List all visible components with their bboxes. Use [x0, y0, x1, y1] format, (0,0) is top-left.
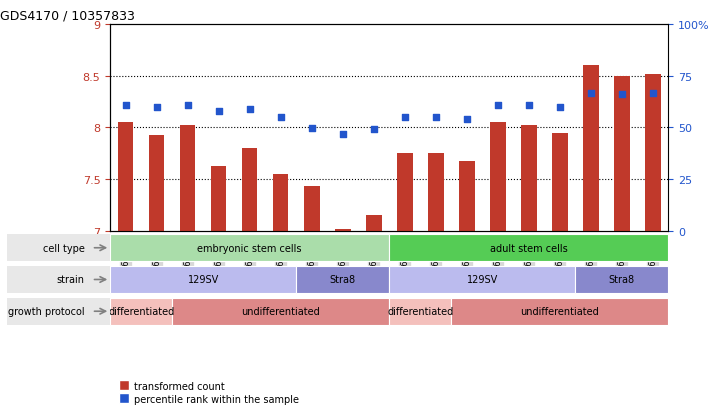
Point — [430, 114, 442, 121]
Bar — [490, 123, 506, 231]
Bar — [397, 154, 412, 231]
Bar — [110, 266, 296, 293]
Bar — [110, 235, 389, 261]
Bar — [428, 154, 444, 231]
Text: undifferentiated: undifferentiated — [241, 306, 320, 316]
Bar — [366, 216, 382, 231]
Bar — [389, 266, 575, 293]
Bar — [521, 126, 537, 231]
Point — [461, 116, 473, 123]
Text: 129SV: 129SV — [188, 275, 219, 285]
Point — [306, 126, 317, 132]
Bar — [389, 235, 668, 261]
Bar — [575, 266, 668, 293]
Bar — [149, 135, 164, 231]
Legend: transformed count, percentile rank within the sample: transformed count, percentile rank withi… — [115, 377, 302, 408]
Point — [368, 127, 380, 133]
Point — [616, 92, 628, 98]
Bar — [645, 74, 661, 231]
Point — [523, 102, 535, 109]
Bar — [118, 123, 134, 231]
Point — [337, 131, 348, 138]
Bar — [296, 266, 389, 293]
Bar — [459, 162, 474, 231]
Bar — [273, 175, 289, 231]
Bar — [335, 229, 351, 231]
Text: GDS4170 / 10357833: GDS4170 / 10357833 — [0, 9, 135, 22]
Bar — [614, 76, 629, 231]
Bar — [552, 133, 567, 231]
Point — [275, 114, 287, 121]
Text: differentiated: differentiated — [387, 306, 454, 316]
Text: embryonic stem cells: embryonic stem cells — [198, 243, 302, 253]
Bar — [211, 166, 227, 231]
Text: growth protocol: growth protocol — [8, 306, 85, 316]
Bar — [110, 298, 172, 325]
Text: strain: strain — [56, 275, 85, 285]
Point — [399, 114, 410, 121]
Text: undifferentiated: undifferentiated — [520, 306, 599, 316]
Text: adult stem cells: adult stem cells — [490, 243, 567, 253]
Text: 129SV: 129SV — [466, 275, 498, 285]
Bar — [242, 149, 257, 231]
Text: Stra8: Stra8 — [330, 275, 356, 285]
Bar — [389, 298, 451, 325]
Text: Stra8: Stra8 — [609, 275, 635, 285]
Bar — [180, 126, 196, 231]
Text: differentiated: differentiated — [108, 306, 174, 316]
Point — [554, 104, 565, 111]
Point — [151, 104, 162, 111]
Point — [120, 102, 132, 109]
Point — [492, 102, 503, 109]
Point — [213, 108, 225, 115]
Text: cell type: cell type — [43, 243, 85, 253]
Bar — [583, 66, 599, 231]
Point — [585, 91, 597, 97]
Point — [647, 91, 658, 97]
Point — [244, 106, 255, 113]
Bar — [172, 298, 389, 325]
Point — [182, 102, 193, 109]
Bar — [451, 298, 668, 325]
Bar — [304, 187, 319, 231]
